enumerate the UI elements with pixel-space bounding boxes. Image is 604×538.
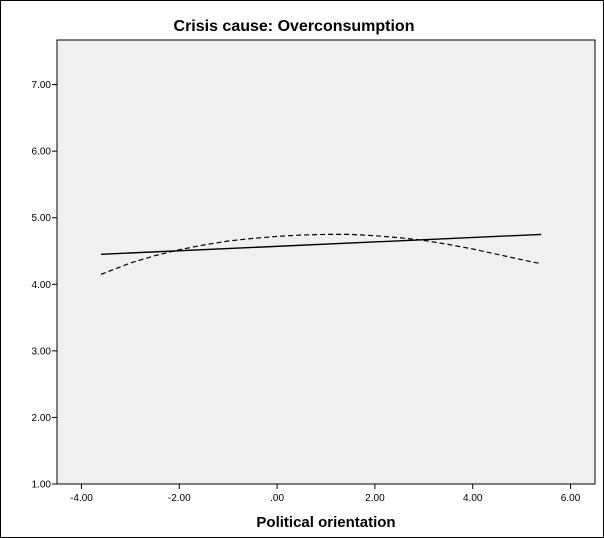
y-tick-label: 4.00 xyxy=(32,280,52,291)
y-tick-label: 6.00 xyxy=(32,147,52,158)
x-tick-label: -4.00 xyxy=(70,493,93,504)
y-tick-label: 7.00 xyxy=(32,80,52,91)
y-axis: 1.00 2.00 3.00 4.00 5.00 6.00 7.00 xyxy=(32,80,57,491)
x-axis-title: Political orientation xyxy=(256,514,395,531)
x-axis: -4.00 -2.00 .00 2.00 4.00 6.00 xyxy=(70,484,581,504)
x-tick-label: -2.00 xyxy=(168,493,191,504)
series-layer xyxy=(100,233,542,275)
series-line-dashed xyxy=(100,233,542,275)
x-tick-label: 2.00 xyxy=(365,493,385,504)
x-tick-label: 6.00 xyxy=(561,493,581,504)
y-tick-label: 1.00 xyxy=(32,480,52,491)
x-tick-label: 4.00 xyxy=(463,493,483,504)
x-tick-label: .00 xyxy=(270,493,284,504)
series-line-solid xyxy=(100,233,542,255)
y-tick-label: 5.00 xyxy=(32,213,52,224)
chart-title: Crisis cause: Overconsumption xyxy=(174,18,415,35)
plot-area xyxy=(56,39,596,485)
y-tick-label: 2.00 xyxy=(32,413,52,424)
y-tick-label: 3.00 xyxy=(32,346,52,357)
